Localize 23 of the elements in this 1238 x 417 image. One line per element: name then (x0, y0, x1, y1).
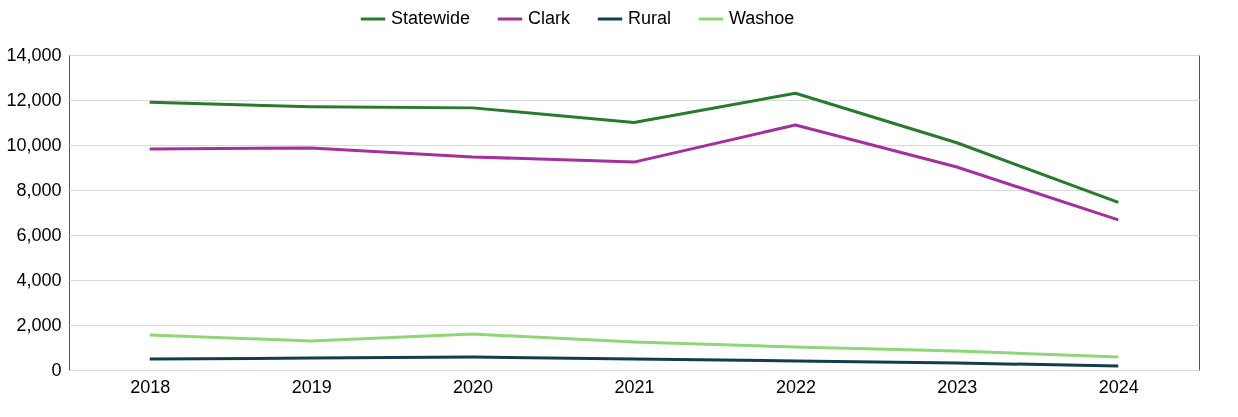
x-tick-label: 2022 (775, 376, 816, 397)
x-tick-label: 2019 (291, 376, 332, 397)
y-tick-label: 10,000 (6, 134, 62, 155)
y-tick-label: 12,000 (6, 89, 62, 110)
y-tick-label: 6,000 (16, 224, 62, 245)
y-tick-label: 8,000 (16, 179, 62, 200)
legend-label: Washoe (729, 8, 795, 28)
x-tick-label: 2021 (614, 376, 655, 397)
line-series (148, 332, 1120, 359)
line-series (148, 123, 1120, 222)
legend-label: Statewide (391, 8, 471, 28)
y-tick-label: 2,000 (16, 314, 62, 335)
x-tick-label: 2018 (130, 376, 171, 397)
x-tick-label: 2023 (937, 376, 978, 397)
x-tick-label: 2024 (1098, 376, 1139, 397)
line-series (148, 91, 1120, 204)
legend-label: Rural (628, 8, 672, 28)
y-tick-label: 0 (51, 359, 62, 380)
line-series (148, 355, 1120, 368)
legend-label: Clark (528, 8, 571, 28)
y-tick-label: 14,000 (6, 44, 62, 65)
x-tick-label: 2020 (453, 376, 494, 397)
y-tick-label: 4,000 (16, 269, 62, 290)
